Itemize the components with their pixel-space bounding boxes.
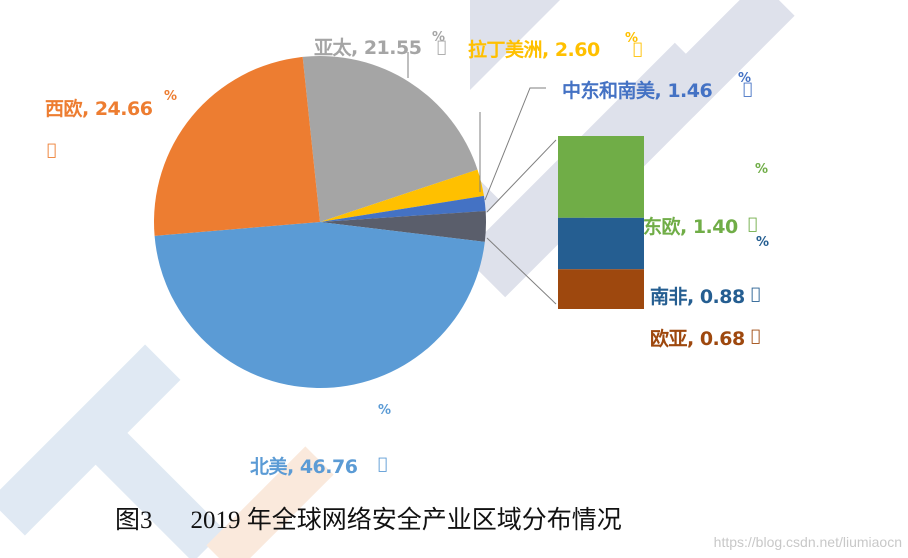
pie-slice <box>302 56 478 222</box>
pie-chart <box>154 56 486 389</box>
bar-segment <box>558 136 644 218</box>
apple-icon:  <box>743 79 753 98</box>
pct-saf-floating: % <box>756 235 770 250</box>
apple-icon:  <box>633 39 643 58</box>
breakdown-bar <box>558 136 644 309</box>
label-mesa: 中东和南美, 1.46 <box>562 80 713 102</box>
apple-icon:  <box>748 214 758 233</box>
pct-latam: % <box>625 31 639 46</box>
pie-slice <box>320 195 486 222</box>
leader-lines <box>407 52 557 305</box>
label-saf: 南非, 0.88 <box>650 286 745 308</box>
bar-segment <box>558 217 644 270</box>
apple-icon:  <box>47 140 57 159</box>
bar-segment <box>558 269 644 309</box>
pct-apac: % <box>432 30 446 45</box>
pie-slice <box>154 56 320 236</box>
pct-weu: % <box>164 89 178 104</box>
pie-slice <box>320 211 486 242</box>
label-latam: 拉丁美洲, 2.60 <box>468 39 600 61</box>
apple-icon:  <box>437 37 447 56</box>
figure-title: 2019 年全球网络安全产业区域分布情况 <box>190 507 622 534</box>
watermark-url: https://blog.csdn.net/liumiaocn <box>713 534 902 550</box>
label-apac: 亚太, 21.55 <box>314 37 422 59</box>
pie-slice <box>320 169 484 222</box>
pct-mesa: % <box>738 71 752 86</box>
pct-eeu: % <box>755 162 769 177</box>
label-eua: 欧亚, 0.68 <box>650 328 745 350</box>
figure-caption: 图3 2019 年全球网络安全产业区域分布情况 <box>115 500 622 536</box>
label-na: 北美, 46.76 <box>250 456 358 478</box>
pct-na: % <box>378 403 392 418</box>
apple-icon:  <box>751 284 761 303</box>
apple-icon:  <box>751 326 761 345</box>
apple-icon:  <box>378 454 388 473</box>
label-weu: 西欧, 24.66 <box>45 98 153 120</box>
label-eeu: 东欧, 1.40 <box>643 216 738 238</box>
figure-number: 图3 <box>115 507 153 534</box>
pie-slice <box>154 222 485 389</box>
